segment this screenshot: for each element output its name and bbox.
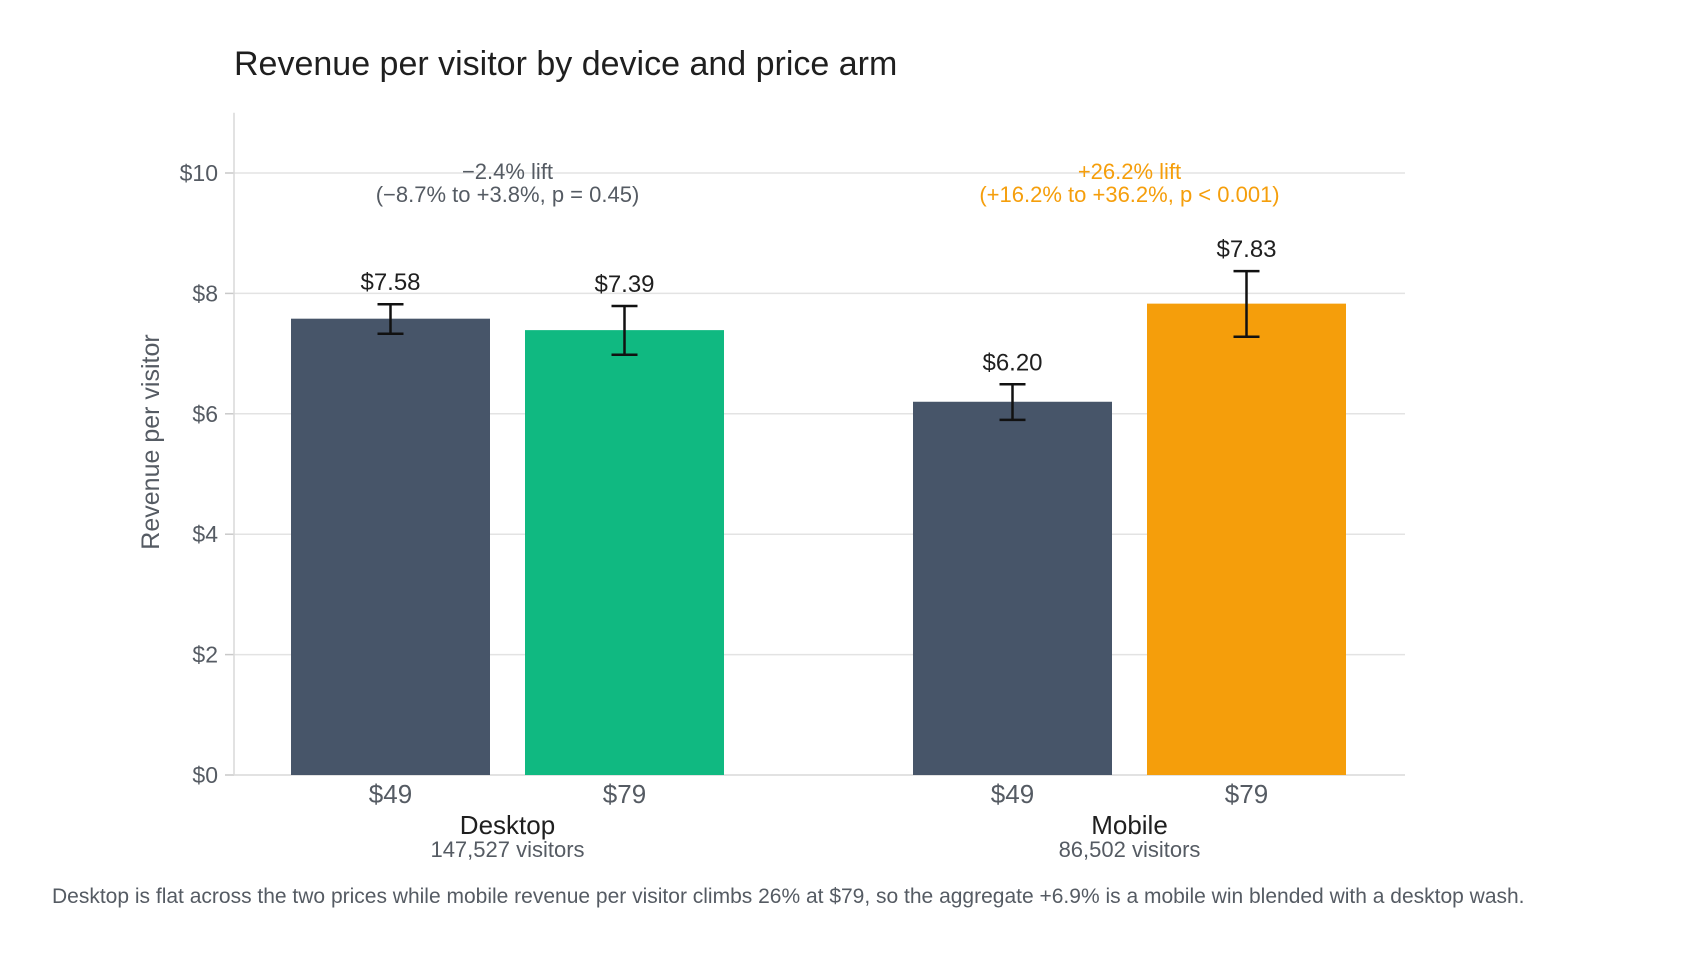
error-bar [1233,269,1260,338]
price-arm-label: $79 [1225,779,1268,809]
chart-caption: Desktop is flat across the two prices wh… [52,885,1525,908]
y-tick-label: $2 [192,642,218,668]
price-arm-label: $49 [369,779,412,809]
bar-labels: $7.58 $7.39 $6.20 $7.83 [360,236,1276,376]
error-bar [999,383,1026,422]
bar-value-label: $7.83 [1216,236,1276,263]
lift-annotation-line2: (−8.7% to +3.8%, p = 0.45) [376,182,640,207]
device-visitor-count: 147,527 visitors [430,837,584,862]
error-bar [377,302,404,335]
bars [291,269,1346,775]
price-arm-label: $79 [603,779,646,809]
bar-value-label: $7.39 [594,271,654,298]
device-visitor-count: 86,502 visitors [1059,837,1201,862]
y-tick-label: $0 [192,762,218,788]
y-tick-label: $4 [192,521,218,547]
y-tick-label: $8 [192,280,218,306]
y-axis-title: Revenue per visitor [137,334,165,549]
error-bar [611,304,638,357]
lift-annotations: −2.4% lift(−8.7% to +3.8%, p = 0.45) +26.… [376,159,1280,207]
price-arm-label: $49 [991,779,1034,809]
bar-value-label: $6.20 [982,349,1042,376]
lift-annotation-line2: (+16.2% to +36.2%, p < 0.001) [979,182,1279,207]
bar-desktop-79 [525,330,724,775]
bar-mobile-49 [913,401,1112,775]
y-tick-label: $10 [180,160,218,186]
bar-desktop-49 [291,318,490,775]
chart-title: Revenue per visitor by device and price … [234,45,897,83]
bar-mobile-79 [1147,303,1346,775]
bar-value-label: $7.58 [360,269,420,296]
lift-annotation-line1: −2.4% lift [462,159,553,184]
device-group-label: Mobile [1091,810,1168,840]
device-group-label: Desktop [460,810,555,840]
lift-annotation-line1: +26.2% lift [1078,159,1181,184]
y-tick-label: $6 [192,401,218,427]
